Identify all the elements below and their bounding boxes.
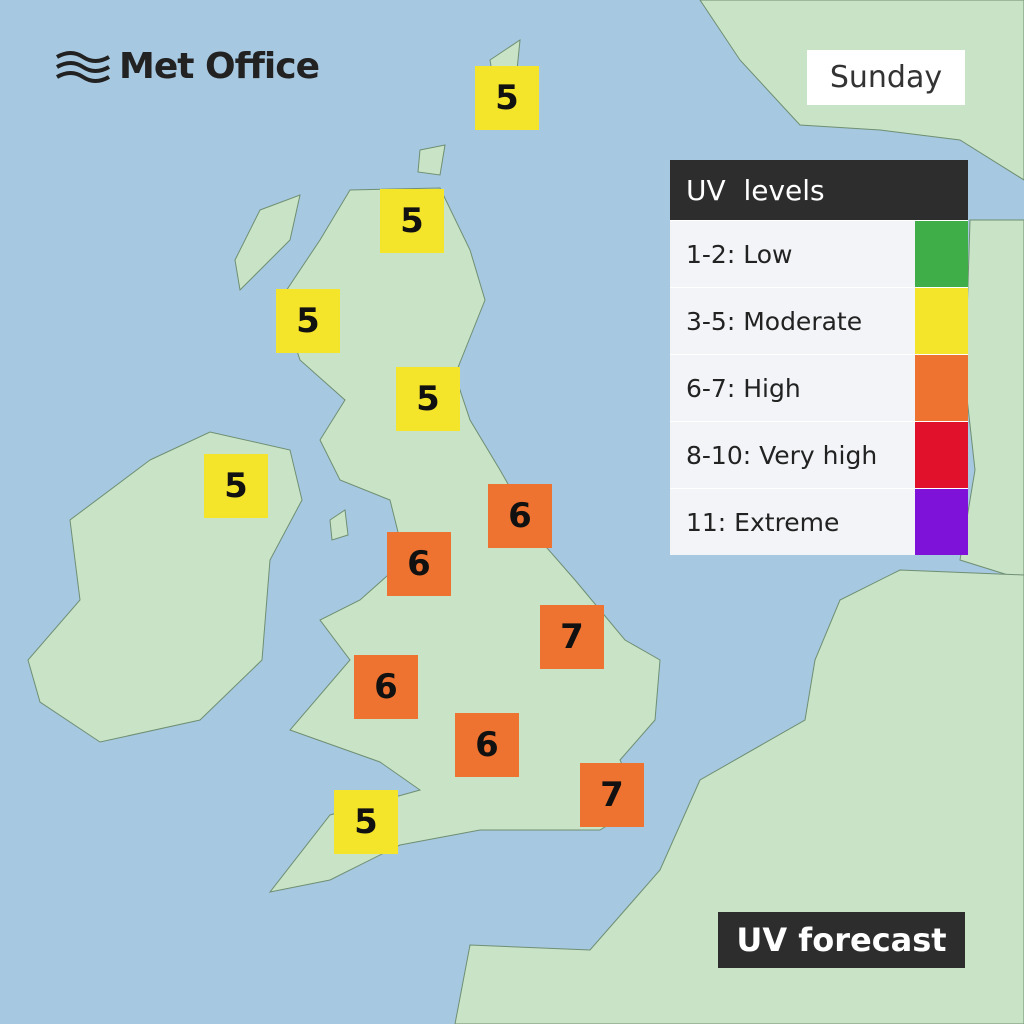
legend-swatch [915, 221, 968, 287]
uv-marker: 5 [396, 367, 460, 431]
legend-swatch [915, 422, 968, 488]
uv-marker: 5 [204, 454, 268, 518]
uv-marker: 6 [488, 484, 552, 548]
legend-label: 6-7: High [686, 373, 801, 403]
uv-marker: 6 [387, 532, 451, 596]
legend-swatch [915, 489, 968, 555]
day-label: Sunday [807, 50, 965, 105]
uv-marker: 7 [580, 763, 644, 827]
legend-title: UV levels [670, 160, 968, 220]
legend-swatch [915, 288, 968, 354]
uv-marker: 5 [475, 66, 539, 130]
uv-marker: 6 [354, 655, 418, 719]
continent [454, 569, 1024, 1024]
legend-row: 3-5: Moderate [670, 287, 968, 354]
logo: Met Office [55, 46, 320, 87]
orkney [417, 144, 446, 176]
uv-marker: 7 [540, 605, 604, 669]
uv-marker: 6 [455, 713, 519, 777]
legend-label: 1-2: Low [686, 239, 793, 269]
footer-label: UV forecast [718, 912, 965, 968]
legend-label: 8-10: Very high [686, 440, 878, 470]
legend-row: 11: Extreme [670, 488, 968, 555]
denmark [959, 219, 1024, 581]
hebrides [234, 194, 301, 292]
legend-row: 1-2: Low [670, 220, 968, 287]
uv-marker: 5 [276, 289, 340, 353]
legend-label: 3-5: Moderate [686, 306, 863, 336]
brand: Met Office [119, 46, 320, 87]
legend-row: 6-7: High [670, 354, 968, 421]
legend-row: 8-10: Very high [670, 421, 968, 488]
uv-marker: 5 [334, 790, 398, 854]
legend-label: 11: Extreme [686, 507, 840, 537]
logo-icon [56, 50, 110, 83]
legend-swatch [915, 355, 968, 421]
isle-of-man [329, 509, 349, 541]
uv-marker: 5 [380, 189, 444, 253]
legend: UV levels 1-2: Low 3-5: Moderate 6-7: High… [670, 160, 968, 555]
